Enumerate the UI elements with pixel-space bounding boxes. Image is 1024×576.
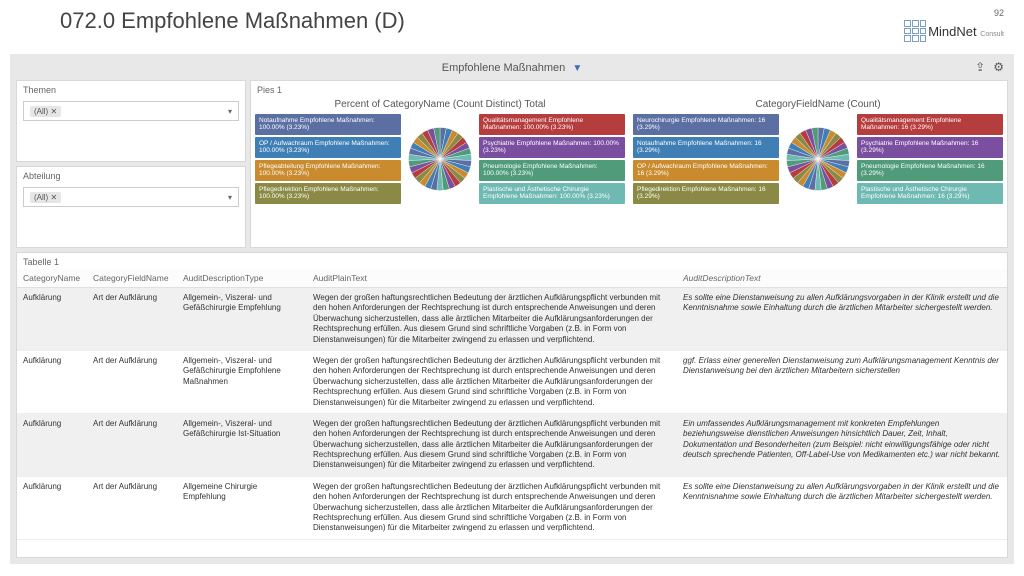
table-header[interactable]: CategoryName — [17, 269, 87, 288]
table-row[interactable]: AufklärungArt der AufklärungAllgemein-, … — [17, 288, 1007, 351]
table-header[interactable]: AuditDescriptionType — [177, 269, 307, 288]
pies-panel-title: Pies 1 — [251, 81, 1007, 97]
logo-icon — [904, 20, 926, 42]
legend-item[interactable]: Plastische und Ästhetische Chirurgie Emp… — [857, 183, 1003, 204]
page-title: 072.0 Empfohlene Maßnahmen (D) — [60, 8, 405, 34]
legend-item[interactable]: OP / Aufwachraum Empfohlene Maßnahmen: 1… — [633, 160, 779, 181]
table-row[interactable]: AufklärungArt der AufklärungAllgemein-, … — [17, 413, 1007, 476]
filter-icon[interactable]: ▼ — [572, 63, 582, 74]
pie-chart-right[interactable] — [783, 124, 853, 194]
legend-item[interactable]: Psychiatrie Empfohlene Maßnahmen: 16 (3.… — [857, 137, 1003, 158]
legend-item[interactable]: Pflegedirektion Empfohlene Maßnahmen: 10… — [255, 183, 401, 204]
table-panel-title: Tabelle 1 — [17, 253, 1007, 269]
legend-item[interactable]: Qualitätsmanagement Empfohlene Maßnahmen… — [857, 114, 1003, 135]
logo-text: MindNet Consult — [928, 24, 1004, 39]
pies-panel: Pies 1 Percent of CategoryName (Count Di… — [250, 80, 1008, 248]
legend-item[interactable]: Pflegedirektion Empfohlene Maßnahmen: 16… — [633, 183, 779, 204]
legend-item[interactable]: Notaufnahme Empfohlene Maßnahmen: 100.00… — [255, 114, 401, 135]
themen-filter-panel: Themen (All) ✕ ▾ — [16, 80, 246, 162]
legend-item[interactable]: Qualitätsmanagement Empfohlene Maßnahmen… — [479, 114, 625, 135]
data-table[interactable]: CategoryNameCategoryFieldNameAuditDescri… — [17, 269, 1007, 540]
table-header[interactable]: CategoryFieldName — [87, 269, 177, 288]
abteilung-dropdown[interactable]: (All) ✕ ▾ — [23, 187, 239, 207]
table-header[interactable]: AuditPlainText — [307, 269, 677, 288]
legend-item[interactable]: Plastische und Ästhetische Chirurgie Emp… — [479, 183, 625, 204]
report-title: Empfohlene Maßnahmen — [442, 62, 566, 74]
pie-chart-left[interactable] — [405, 124, 475, 194]
abteilung-label: Abteilung — [17, 167, 245, 183]
settings-icon[interactable]: ⚙ — [993, 60, 1004, 74]
chevron-down-icon: ▾ — [228, 107, 232, 116]
pie-right-title: CategoryFieldName (Count) — [755, 99, 880, 110]
logo-area: 92 MindNet Consult — [904, 8, 1004, 42]
legend-item[interactable]: Pneumologie Empfohlene Maßnahmen: 16 (3.… — [857, 160, 1003, 181]
legend-item[interactable]: Psychiatrie Empfohlene Maßnahmen: 100.00… — [479, 137, 625, 158]
share-icon[interactable]: ⇪ — [975, 60, 985, 74]
abteilung-filter-panel: Abteilung (All) ✕ ▾ — [16, 166, 246, 248]
legend-item[interactable]: Notaufnahme Empfohlene Maßnahmen: 16 (3.… — [633, 137, 779, 158]
table-panel: Tabelle 1 CategoryNameCategoryFieldNameA… — [16, 252, 1008, 558]
legend-item[interactable]: OP / Aufwachraum Empfohlene Maßnahmen: 1… — [255, 137, 401, 158]
chevron-down-icon: ▾ — [228, 193, 232, 202]
pie-left-title: Percent of CategoryName (Count Distinct)… — [334, 99, 545, 110]
legend-item[interactable]: Neurochirurgie Empfohlene Maßnahmen: 16 … — [633, 114, 779, 135]
table-row[interactable]: AufklärungArt der AufklärungAllgemeine C… — [17, 476, 1007, 539]
table-header[interactable]: AuditDescriptionText — [677, 269, 1007, 288]
table-row[interactable]: AufklärungArt der AufklärungAllgemein-, … — [17, 350, 1007, 413]
legend-item[interactable]: Pneumologie Empfohlene Maßnahmen: 100.00… — [479, 160, 625, 181]
themen-dropdown[interactable]: (All) ✕ ▾ — [23, 101, 239, 121]
themen-label: Themen — [17, 81, 245, 97]
legend-item[interactable]: Pflegeabteilung Empfohlene Maßnahmen: 10… — [255, 160, 401, 181]
page-number: 92 — [994, 8, 1004, 18]
